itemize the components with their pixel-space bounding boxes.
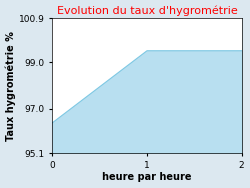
Y-axis label: Taux hygrométrie %: Taux hygrométrie % [6, 31, 16, 141]
X-axis label: heure par heure: heure par heure [102, 172, 192, 182]
Title: Evolution du taux d'hygrométrie: Evolution du taux d'hygrométrie [56, 6, 237, 16]
